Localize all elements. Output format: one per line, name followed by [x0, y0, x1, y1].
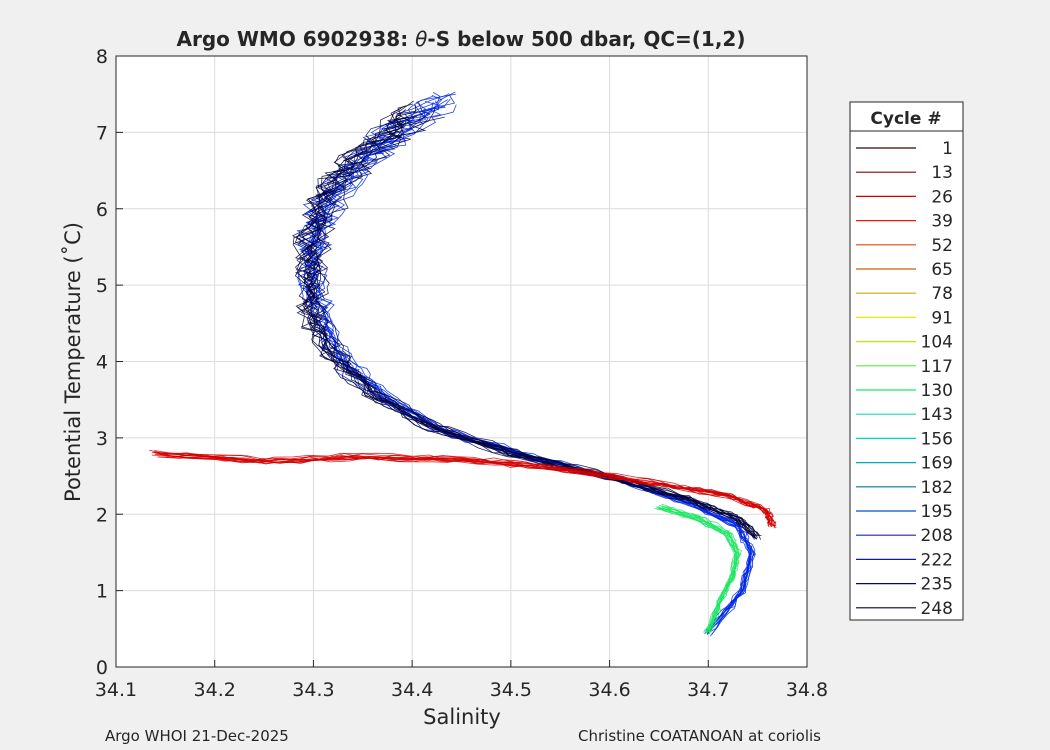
- x-tick-label: 34.5: [490, 679, 532, 701]
- legend: Cycle # 1 13 26 39 52 65 78 91 104 117 130 143 156 16…: [849, 101, 964, 621]
- profile-trace-late-cycles-warm-branch: [310, 93, 756, 635]
- profile-trace-early-cycles-red: [154, 450, 770, 527]
- legend-label: 52: [931, 236, 953, 256]
- chart-title-prefix: Argo WMO 6902938:: [177, 27, 416, 51]
- chart-title-theta: θ: [415, 27, 427, 51]
- x-axis-label: Salinity: [423, 705, 501, 729]
- profile-trace-mid-cycles-green: [658, 507, 738, 634]
- legend-label: 78: [931, 284, 953, 304]
- legend-label: 1: [942, 139, 953, 159]
- legend-label: 235: [921, 575, 953, 595]
- y-tick-label: 6: [96, 199, 108, 221]
- profile-trace-late-cycles-warm-branch: [292, 95, 753, 635]
- x-tick-label: 34.2: [194, 679, 236, 701]
- y-tick-label: 2: [96, 504, 108, 526]
- y-tick-label: 0: [96, 657, 108, 679]
- profile-trace-early-cycles-red: [154, 453, 772, 527]
- chart-title: Argo WMO 6902938: θ-S below 500 dbar, QC…: [177, 27, 746, 51]
- axis-ticks: 34.1 34.2 34.3 34.4 34.5 34.6 34.7 34.8 0 1 2 3 4 5 6 7…: [95, 46, 828, 701]
- legend-label: 39: [931, 212, 953, 232]
- y-tick-label: 5: [96, 275, 108, 297]
- legend-label: 13: [931, 163, 953, 183]
- legend-title: Cycle #: [870, 109, 941, 129]
- profile-trace-mid-cycles-green: [658, 505, 738, 633]
- legend-label: 169: [921, 454, 953, 474]
- x-tick-label: 34.1: [95, 679, 137, 701]
- profile-trace-late-cycles-dark: [294, 116, 758, 540]
- y-tick-label: 4: [96, 352, 108, 374]
- legend-label: 195: [921, 502, 953, 522]
- legend-label: 65: [931, 260, 953, 280]
- y-axis-label: Potential Temperature (˚C): [61, 222, 85, 502]
- x-tick-label: 34.8: [786, 679, 828, 701]
- profile-trace-late-cycles-dark: [307, 104, 759, 537]
- profile-trace-late-cycles-dark: [310, 106, 762, 536]
- x-tick-label: 34.6: [588, 679, 630, 701]
- profile-lines: [149, 91, 777, 637]
- y-tick-label: 3: [96, 428, 108, 450]
- legend-label: 104: [921, 333, 953, 353]
- footer-right: Christine COATANOAN at coriolis: [578, 727, 821, 745]
- legend-label: 248: [921, 599, 953, 619]
- legend-label: 130: [921, 381, 953, 401]
- legend-label: 143: [921, 405, 953, 425]
- profile-trace-late-cycles-dark: [291, 115, 755, 540]
- legend-label: 156: [921, 429, 953, 449]
- legend-label: 208: [921, 526, 953, 546]
- x-tick-label: 34.7: [687, 679, 729, 701]
- x-tick-label: 34.3: [292, 679, 334, 701]
- legend-label: 26: [931, 187, 953, 207]
- profile-trace-late-cycles-dark: [296, 108, 755, 538]
- profile-trace-early-cycles-red: [161, 455, 776, 527]
- legend-label: 222: [921, 550, 953, 570]
- legend-entries: 1 13 26 39 52 65 78 91 104 117 130 143 156 169 182 195 2…: [856, 139, 953, 619]
- profile-trace-late-cycles-dark: [310, 101, 760, 536]
- legend-label: 117: [921, 357, 953, 377]
- profile-trace-early-cycles-red: [151, 454, 772, 526]
- y-tick-label: 1: [96, 581, 108, 603]
- footer-left: Argo WHOI 21-Dec-2025: [105, 727, 289, 745]
- legend-box: [849, 101, 964, 621]
- y-tick-label: 8: [96, 46, 108, 68]
- profile-trace-mid-cycles-green: [660, 505, 740, 634]
- legend-label: 182: [921, 478, 953, 498]
- x-tick-label: 34.4: [391, 679, 433, 701]
- legend-label: 91: [931, 308, 953, 328]
- profile-trace-late-cycles-warm-branch: [309, 92, 756, 630]
- profile-trace-late-cycles-dark: [294, 109, 754, 539]
- chart-title-suffix: -S below 500 dbar, QC=(1,2): [427, 27, 745, 51]
- y-tick-label: 7: [96, 122, 108, 144]
